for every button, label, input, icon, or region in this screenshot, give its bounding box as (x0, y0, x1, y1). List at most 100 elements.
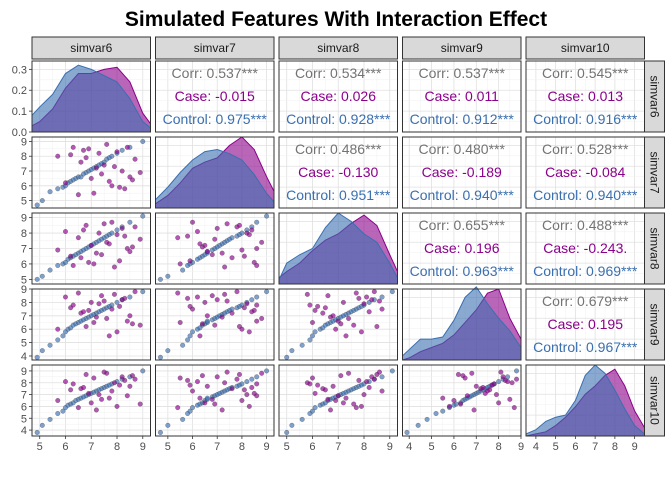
scatter-point-case (214, 225, 220, 231)
row-strip-label-simvar10: simvar10 (648, 376, 662, 425)
scatter-point-case (254, 302, 260, 308)
scatter-point-case (379, 388, 385, 394)
panel-simvar6-simvar6 (31, 60, 151, 133)
scatter-point-case (514, 376, 520, 382)
panel-border (155, 288, 275, 361)
scatter-point-case (480, 384, 486, 390)
corr-control-simvar9-simvar10: Control: 0.967*** (533, 339, 638, 355)
panel-border (155, 364, 275, 437)
scatter-point-case (212, 322, 218, 328)
scatter-point-case (88, 299, 94, 305)
scatter-point-case (312, 390, 318, 396)
scatter-point-case (93, 314, 99, 320)
scatter-point-case (117, 303, 123, 309)
scatter-point-case (194, 294, 200, 300)
scatter-point-case (127, 249, 133, 255)
scatter-point-case (106, 178, 112, 184)
scatter-point-case (358, 329, 364, 335)
scatter-point-control (39, 273, 45, 279)
column-strip-label-simvar10: simvar10 (561, 41, 610, 55)
scatter-point-case (246, 232, 252, 238)
panel-simvar7-simvar7 (155, 136, 275, 209)
scatter-point-control (114, 227, 120, 233)
scatter-point-case (322, 305, 328, 311)
scatter-point-control (165, 273, 171, 279)
corr-case-simvar6-simvar8: Case: 0.026 (301, 88, 377, 104)
scatter-point-case (212, 401, 218, 407)
scatter-point-control (389, 368, 395, 374)
scatter-point-control (284, 354, 290, 360)
row-strip-label-simvar6: simvar6 (648, 75, 662, 117)
scatter-point-control (379, 374, 385, 380)
x-tick-label-simvar7: 9 (264, 441, 270, 453)
scatter-point-case (190, 219, 196, 225)
y-tick-label-simvar10: 6 (21, 401, 27, 413)
scatter-point-case (93, 250, 99, 256)
scatter-point-case (122, 186, 128, 192)
scatter-point-control (404, 429, 410, 435)
scatter-point-case (249, 227, 255, 233)
scatter-point-control (284, 429, 290, 435)
scatter-point-case (209, 293, 215, 299)
corr-control-simvar6-simvar7: Control: 0.975*** (163, 111, 268, 127)
panel-border (155, 60, 275, 133)
scatter-point-case (199, 244, 205, 250)
scatter-point-control (239, 381, 245, 387)
panel-border (525, 136, 645, 209)
scatter-point-case (99, 396, 105, 402)
scatter-point-case (328, 407, 334, 413)
y-tick-label-simvar10: 9 (21, 366, 27, 378)
scatter-point-control (34, 202, 40, 208)
scatter-point-case (241, 387, 247, 393)
scatter-point-case (259, 370, 265, 376)
scatter-point-case (86, 146, 92, 152)
corr-overall-simvar6-simvar10: Corr: 0.545*** (542, 65, 629, 81)
scatter-point-case (312, 307, 318, 313)
scatter-point-case (254, 381, 260, 387)
scatter-point-case (70, 144, 76, 150)
scatter-point-control (140, 368, 146, 374)
scatter-point-case (446, 403, 452, 409)
scatter-point-case (129, 177, 135, 183)
scatter-point-case (251, 259, 257, 265)
scatter-point-case (498, 369, 504, 375)
scatter-point-case (99, 252, 105, 258)
corr-control-simvar6-simvar9: Control: 0.912*** (410, 111, 515, 127)
scatter-point-case (364, 294, 370, 300)
scatter-point-case (78, 159, 84, 165)
y-tick-label-simvar10: 8 (21, 378, 27, 390)
x-tick-label-simvar10: 9 (632, 441, 638, 453)
scatter-point-case (88, 175, 94, 181)
panel-simvar10-simvar10 (525, 364, 645, 437)
x-tick-label-simvar9: 8 (496, 441, 502, 453)
scatter-point-case (83, 155, 89, 161)
scatter-point-case (190, 388, 196, 394)
scatter-point-case (254, 245, 260, 251)
scatter-point-case (137, 169, 143, 175)
scatter-point-case (124, 144, 130, 150)
scatter-point-case (119, 225, 125, 231)
scatter-point-case (241, 253, 247, 259)
corr-control-simvar8-simvar10: Control: 0.969*** (533, 263, 638, 279)
scatter-point-case (109, 219, 115, 225)
scatter-point-case (371, 289, 377, 295)
scatter-point-case (451, 398, 457, 404)
corr-case-simvar7-simvar8: Case: -0.130 (298, 164, 378, 180)
scatter-point-case (101, 298, 107, 304)
scatter-point-case (129, 321, 135, 327)
panel-border (31, 288, 151, 361)
scatter-point-case (346, 370, 352, 376)
density-control-simvar9 (402, 286, 522, 361)
column-strip-simvar6 (31, 36, 151, 60)
scatter-point-control (157, 429, 163, 435)
scatter-point-control (254, 219, 260, 225)
scatter-point-control (289, 422, 295, 428)
scatter-point-case (219, 250, 225, 256)
scatter-point-case (199, 321, 205, 327)
scatter-point-case (229, 310, 235, 316)
scatter-point-case (75, 405, 81, 411)
scatter-point-case (353, 405, 359, 411)
scatter-point-case (132, 224, 138, 230)
y-tick-label-simvar10: 7 (21, 390, 27, 402)
scatter-point-case (197, 395, 203, 401)
